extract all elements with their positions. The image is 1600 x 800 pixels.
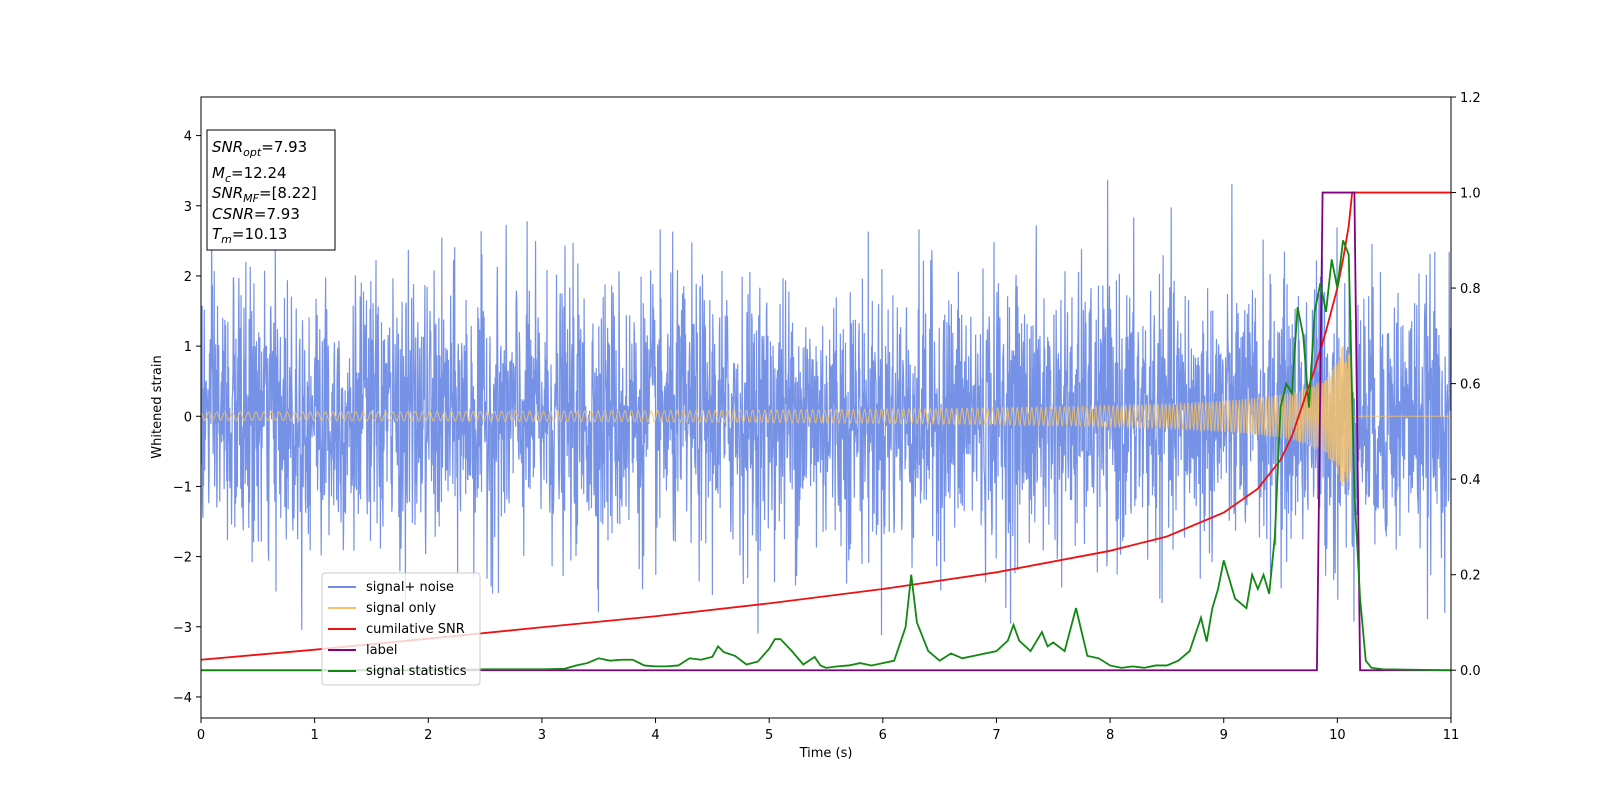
x-axis-label: Time (s) (799, 746, 853, 761)
x-tick-label: 0 (197, 728, 205, 743)
x-tick-label: 2 (424, 728, 432, 743)
y-axis-right: 0.0 0.2 0.4 0.6 0.8 1.0 1.2 (1451, 91, 1481, 679)
legend-label-signal-noise: signal+ noise (366, 580, 454, 595)
x-axis: 0 1 2 3 4 5 6 7 8 9 10 11 (197, 718, 1459, 743)
info-box: SNRopt=7.93 Mc=12.24 SNRMF=[8.22] CSNR=7… (206, 129, 336, 251)
y-left-tick-label: 2 (184, 270, 192, 285)
signal-statistics-line (201, 239, 1451, 672)
x-tick-label: 6 (879, 728, 887, 743)
info-box-frame (206, 129, 336, 251)
x-tick-label: 10 (1329, 728, 1346, 743)
y-right-tick-label: 1.2 (1460, 91, 1481, 106)
y-left-tick-label: −4 (173, 691, 192, 706)
x-tick-label: 8 (1106, 728, 1114, 743)
label-line (201, 191, 1451, 672)
y-left-tick-label: −1 (173, 480, 192, 495)
x-tick-label: 1 (310, 728, 318, 743)
y-left-tick-label: 4 (184, 130, 192, 145)
x-tick-label: 9 (1220, 728, 1228, 743)
y-axis-label: Whitened strain (150, 355, 165, 458)
x-tick-label: 4 (651, 728, 659, 743)
legend: signal+ noise signal only cumilative SNR… (321, 572, 481, 686)
cumulative-snr-line (201, 191, 1451, 661)
info-snr-mf: SNRMF=[8.22] (212, 184, 317, 205)
info-csnr: CSNR=7.93 (212, 205, 300, 223)
legend-label-cumulative-snr: cumilative SNR (366, 622, 465, 637)
signal-only-line (201, 346, 1451, 487)
y-left-tick-label: −3 (173, 621, 192, 636)
y-right-tick-label: 0.4 (1460, 473, 1481, 488)
y-axis-left: −4 −3 −2 −1 0 1 2 3 4 (173, 130, 201, 706)
info-snr-opt: SNRopt=7.93 (212, 138, 307, 159)
info-mc: Mc=12.24 (212, 164, 287, 185)
legend-frame (321, 572, 481, 686)
x-tick-label: 3 (538, 728, 546, 743)
y-right-tick-label: 0.0 (1460, 664, 1481, 679)
x-tick-label: 11 (1443, 728, 1460, 743)
y-right-tick-label: 0.6 (1460, 378, 1481, 393)
x-tick-label: 5 (765, 728, 773, 743)
legend-label-signal-only: signal only (366, 601, 436, 616)
signal-noise-line (201, 179, 1451, 636)
x-tick-label: 7 (992, 728, 1000, 743)
y-right-tick-label: 1.0 (1460, 187, 1481, 202)
y-left-tick-label: −2 (173, 551, 192, 566)
y-left-tick-label: 3 (184, 200, 192, 215)
y-left-tick-label: 0 (184, 410, 192, 425)
y-left-tick-label: 1 (184, 340, 192, 355)
legend-label-signal-statistics: signal statistics (366, 664, 467, 679)
y-right-tick-label: 0.8 (1460, 282, 1481, 297)
plot-frame (200, 96, 1452, 719)
y-right-tick-label: 0.2 (1460, 569, 1481, 584)
plot-area (201, 179, 1451, 672)
legend-label-label: label (366, 643, 397, 658)
info-tm: Tm=10.13 (212, 225, 287, 246)
